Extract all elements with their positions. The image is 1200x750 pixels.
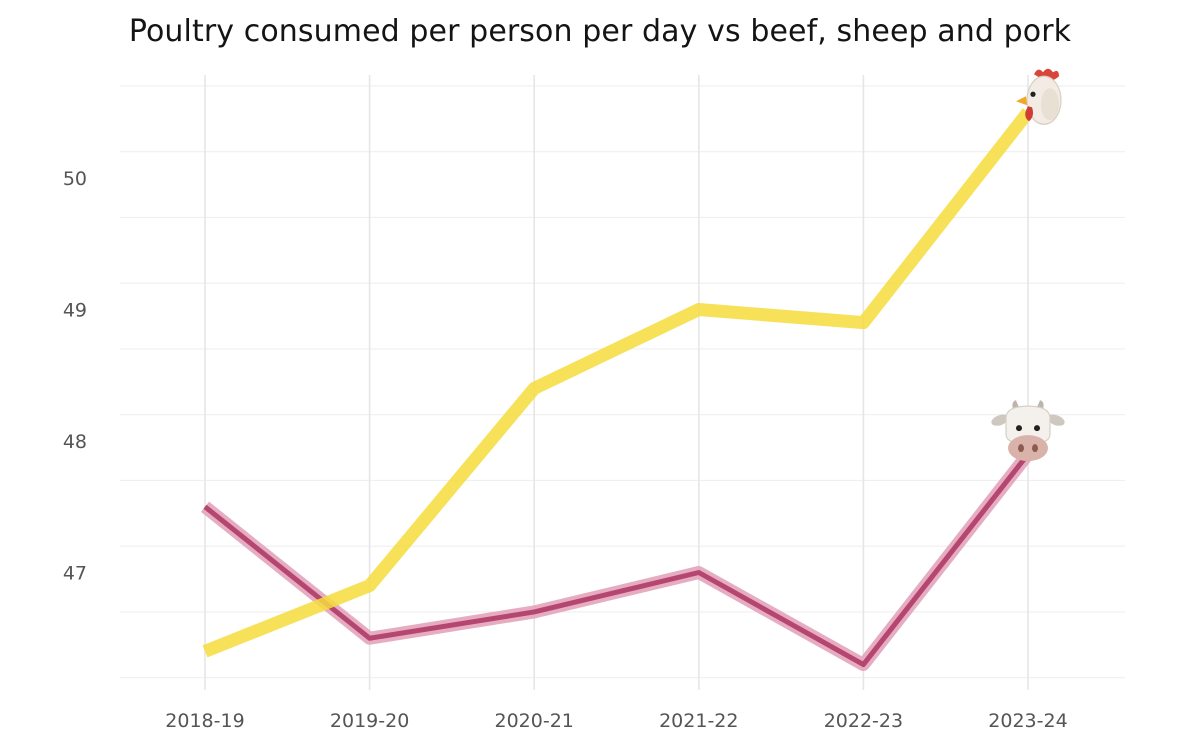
- y-axis-ticks: 47 48 49 50: [63, 168, 87, 585]
- y-tick-label: 48: [63, 431, 87, 453]
- x-tick-label: 2020-21: [495, 710, 574, 732]
- x-tick-label: 2021-22: [659, 710, 738, 732]
- x-axis-ticks: 2018-19 2019-20 2020-21 2021-22 2022-23 2023-…: [165, 710, 1067, 732]
- y-tick-label: 49: [63, 300, 87, 322]
- grid: [120, 75, 1125, 690]
- cow-icon: [991, 400, 1065, 462]
- x-tick-label: 2019-20: [330, 710, 409, 732]
- y-tick-label: 50: [63, 168, 87, 190]
- x-tick-label: 2023-24: [988, 710, 1067, 732]
- end-markers: [991, 68, 1065, 462]
- chart-title: Poultry consumed per person per day vs b…: [128, 14, 1072, 49]
- series-lines: [200, 108, 1034, 672]
- series-line-beef-sheep-pork-halo: [200, 450, 1034, 672]
- x-tick-label: 2018-19: [165, 710, 244, 732]
- series-line-poultry: [202, 108, 1034, 658]
- y-tick-label: 47: [63, 563, 87, 585]
- chicken-icon: [1016, 68, 1062, 125]
- series-line-beef-sheep-pork: [203, 452, 1030, 668]
- x-tick-label: 2022-23: [824, 710, 903, 732]
